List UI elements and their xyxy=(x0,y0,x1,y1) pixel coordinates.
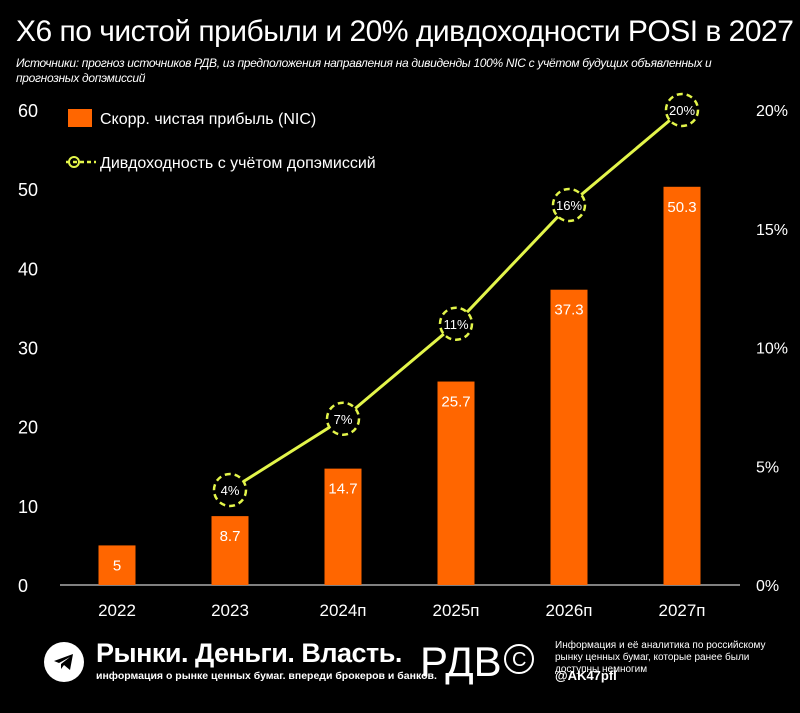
yield-data-label: 16% xyxy=(556,198,582,213)
y-left-tick-label: 50 xyxy=(18,180,38,200)
yield-data-label: 20% xyxy=(669,103,695,118)
yield-point-marker xyxy=(664,92,700,128)
y-right-tick-label: 20% xyxy=(756,103,788,120)
y-left-tick-label: 20 xyxy=(18,418,38,438)
legend-swatch-bar xyxy=(68,109,92,127)
y-left-tick-label: 30 xyxy=(18,339,38,359)
x-tick-label: 2024п xyxy=(319,601,366,620)
svg-text:C: C xyxy=(512,649,526,671)
legend-label-bar: Скорр. чистая прибыль (NIC) xyxy=(100,111,316,128)
x-tick-label: 2025п xyxy=(432,601,479,620)
legend-swatch-line-marker xyxy=(68,156,80,168)
bar-data-label: 14.7 xyxy=(328,481,357,498)
info-text: Информация и её аналитика по российскому… xyxy=(555,640,766,675)
yield-point-marker xyxy=(212,472,248,508)
x-tick-label: 2027п xyxy=(658,601,705,620)
chart-subtitle: Источники: прогноз источников РДВ, из пр… xyxy=(16,56,712,85)
bar-data-label: 37.3 xyxy=(554,302,583,319)
y-right-tick-label: 5% xyxy=(756,459,779,476)
yield-data-label: 11% xyxy=(443,317,468,332)
footer: Рынки. Деньги. Власть. информация о рынк… xyxy=(0,628,800,713)
bar xyxy=(437,381,475,585)
yield-data-label: 4% xyxy=(221,483,240,498)
bar xyxy=(663,186,701,585)
bar-data-label: 5 xyxy=(113,557,121,574)
x-tick-label: 2026п xyxy=(545,601,592,620)
chart-canvas: 0 10 20 30 40 50 60 0% 5% 10% 15% 20% 2022 2023 2024п 2… xyxy=(18,92,788,620)
telegram-handle[interactable]: @AK47pfl xyxy=(555,668,617,683)
bar-data-label: 50.3 xyxy=(667,199,696,216)
y-left-tick-label: 40 xyxy=(18,259,38,279)
rdv-logo: РДВ C xyxy=(418,634,536,690)
bar xyxy=(98,545,136,585)
x-tick-label: 2022 xyxy=(98,601,136,620)
bar-data-label: 8.7 xyxy=(220,528,241,545)
bar xyxy=(324,468,362,585)
brand-name: Рынки. Деньги. Власть. xyxy=(96,638,402,668)
bar-data-label: 25.7 xyxy=(441,394,470,411)
y-right-tick-label: 10% xyxy=(756,341,788,358)
brand-tagline: информация о рынке ценных бумаг. впереди… xyxy=(96,670,437,682)
yield-data-label: 7% xyxy=(334,412,353,427)
yield-point-marker xyxy=(551,187,587,223)
bar xyxy=(211,516,249,585)
y-left-tick-label: 60 xyxy=(18,101,38,121)
bar xyxy=(550,289,588,585)
x-tick-label: 2023 xyxy=(211,601,249,620)
rdv-logo-text: РДВ xyxy=(420,638,502,685)
yield-point-marker xyxy=(325,401,361,436)
yield-point-marker xyxy=(438,306,474,341)
chart-title: X6 по чистой прибыли и 20% дивдоходности… xyxy=(16,15,794,48)
telegram-icon[interactable] xyxy=(44,642,84,682)
y-left-tick-label: 10 xyxy=(18,497,38,517)
y-left-tick-label: 0 xyxy=(18,576,28,596)
y-right-tick-label: 15% xyxy=(756,222,788,239)
y-right-tick-label: 0% xyxy=(756,578,779,595)
legend-label-line: Дивдоходность с учётом допэмиссий xyxy=(100,155,376,172)
